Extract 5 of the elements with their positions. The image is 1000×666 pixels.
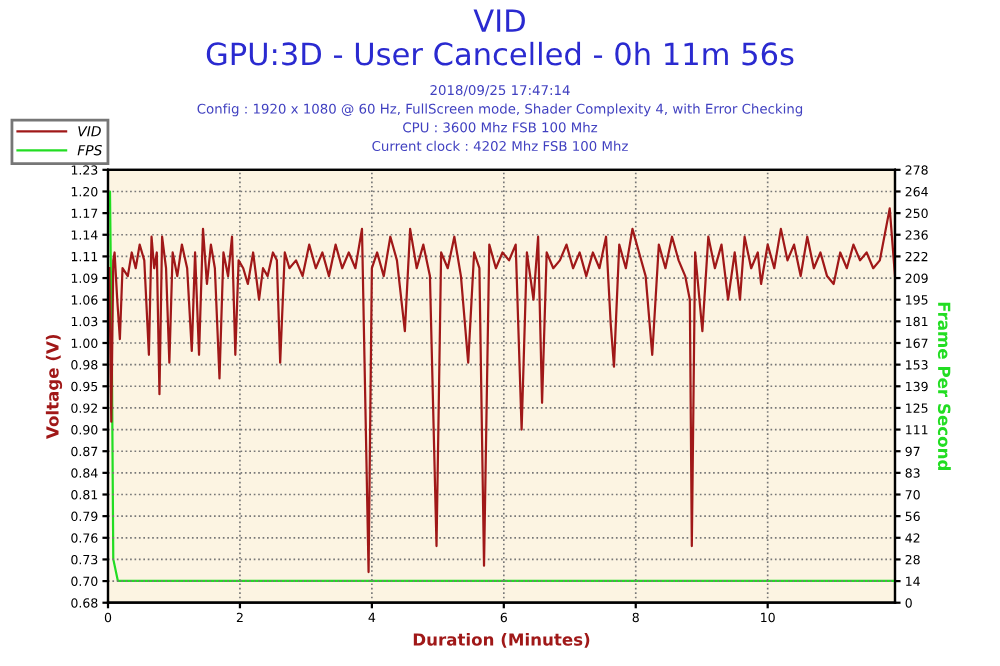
chart-subtitle: GPU:3D - User Cancelled - 0h 11m 56s: [206, 41, 794, 66]
y-axis-title: Voltage (V): [45, 334, 63, 439]
y2-axis-title: Frame Per Second: [937, 302, 951, 470]
chart-title: VID: [473, 9, 525, 32]
x-axis-title: Duration (Minutes): [413, 632, 590, 648]
